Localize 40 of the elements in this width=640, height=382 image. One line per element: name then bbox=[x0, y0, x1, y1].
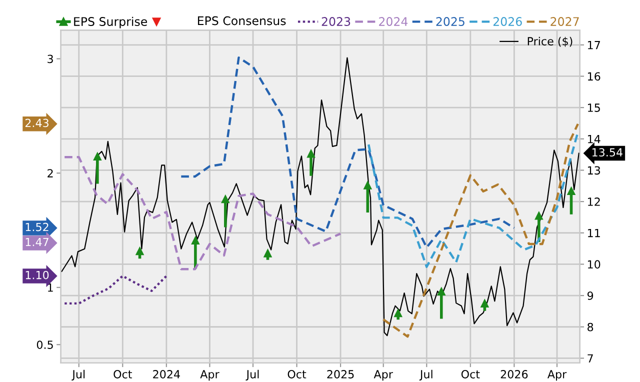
y-tick-label: 3 bbox=[48, 54, 53, 64]
y2-tick-label: 10 bbox=[588, 260, 600, 269]
x-tick-label: 2026 bbox=[500, 370, 528, 378]
x-tick-label: Apr bbox=[374, 370, 393, 381]
y2-tick-label: 12 bbox=[588, 198, 600, 206]
y-tick-label: 1 bbox=[48, 284, 53, 292]
y-tick-label: 2 bbox=[48, 169, 53, 178]
legend-label: 2024 bbox=[379, 17, 408, 26]
y2-tick-label: 15 bbox=[588, 104, 600, 112]
x-tick-label: Oct bbox=[114, 370, 132, 378]
text: 1.10 bbox=[26, 270, 49, 280]
legend-label: Price ($) bbox=[528, 36, 572, 47]
text: 1.52 bbox=[26, 222, 48, 232]
y2-tick-label: 13 bbox=[588, 166, 600, 175]
x-tick-label: Jul bbox=[72, 370, 85, 381]
x-tick-label: 2024 bbox=[153, 370, 180, 378]
y2-tick-label: 7 bbox=[588, 354, 593, 362]
y2-tick-label: 8 bbox=[588, 322, 594, 332]
x-tick-label: Oct bbox=[461, 370, 480, 378]
x-tick-label: Apr bbox=[547, 370, 567, 381]
y2-tick-label: 16 bbox=[588, 72, 600, 81]
y2-tick-label: 9 bbox=[587, 292, 594, 300]
x-tick-label: Apr bbox=[200, 370, 220, 381]
text: 2.43 bbox=[25, 118, 48, 128]
y-tick-label: 0.5 bbox=[36, 340, 53, 349]
text: 1.47 bbox=[26, 238, 48, 246]
legend-label: 2027 bbox=[550, 17, 579, 26]
data-label: 13.54 bbox=[592, 148, 622, 157]
legend-label: 2023 bbox=[322, 17, 350, 26]
x-tick-label: Jul bbox=[246, 370, 259, 381]
legend-label: 2025 bbox=[436, 17, 464, 26]
legend-label: 2026 bbox=[493, 17, 522, 26]
x-tick-label: 2025 bbox=[327, 370, 354, 378]
legend-title: EPS Consensus bbox=[198, 16, 286, 26]
x-tick-label: Oct bbox=[288, 370, 306, 378]
y2-tick-label: 17 bbox=[588, 41, 600, 50]
y2-tick-label: 11 bbox=[588, 229, 600, 238]
x-tick-label: Jul bbox=[419, 370, 432, 381]
legend-label: EPS Surprise bbox=[74, 16, 148, 28]
y2-tick-label: 14 bbox=[588, 135, 600, 144]
